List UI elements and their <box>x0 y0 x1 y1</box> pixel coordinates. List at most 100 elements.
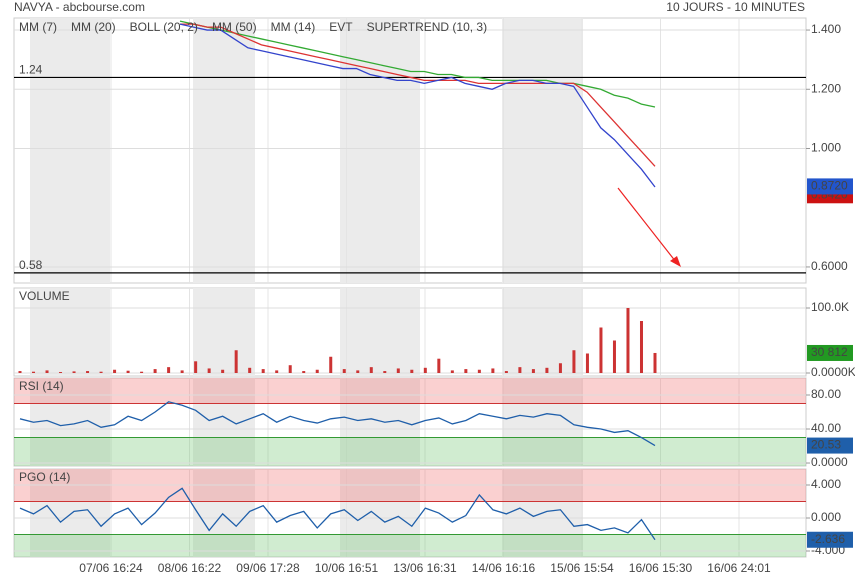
volume-bar <box>477 369 481 374</box>
header-left: NAVYA - abcbourse.com <box>14 0 145 14</box>
y-tick-label: 100.0K <box>811 300 849 314</box>
volume-bar <box>423 367 427 374</box>
volume-bar <box>531 369 535 374</box>
x-tick-label: 09/06 17:28 <box>236 561 300 575</box>
volume-bar <box>288 365 292 374</box>
x-tick-label: 07/06 16:24 <box>79 561 143 575</box>
x-tick-label: 10/06 16:51 <box>315 561 379 575</box>
volume-bar <box>504 371 508 374</box>
last-value-badge <box>807 531 853 548</box>
volume-bar <box>585 353 589 374</box>
y-tick-label: 1.400 <box>811 22 841 36</box>
value-badge <box>807 178 853 195</box>
value-badge <box>807 344 853 361</box>
volume-bar <box>275 370 279 374</box>
level-label: 0.58 <box>19 258 43 272</box>
value-badge-label: 0.8720 <box>811 179 848 193</box>
day-band <box>30 288 110 376</box>
x-tick-label: 16/06 24:01 <box>707 561 771 575</box>
legend-entry: MM (50) <box>212 20 257 34</box>
y-tick-label: 4.000 <box>811 477 841 491</box>
last-value-label: -2.636 <box>811 532 845 546</box>
volume-bar <box>180 370 184 374</box>
volume-bar <box>86 371 90 374</box>
volume-bar <box>45 370 49 374</box>
y-tick-label: 0.000 <box>811 510 841 524</box>
series-line <box>180 23 656 167</box>
volume-bar <box>113 369 117 374</box>
value-badge-label: 30 812 <box>811 345 848 359</box>
legend-entry: SUPERTREND (10, 3) <box>367 20 487 34</box>
day-band <box>340 18 420 283</box>
y-tick-label: 0.6000 <box>811 259 848 273</box>
volume-bar <box>396 368 400 374</box>
trend-arrow <box>617 187 677 263</box>
volume-bar <box>491 368 495 374</box>
y-tick-label: 1.200 <box>811 81 841 95</box>
volume-bar <box>545 367 549 374</box>
volume-bar <box>356 370 360 374</box>
volume-bar <box>153 369 157 374</box>
legend-entry: MM (7) <box>19 20 57 34</box>
y-tick-label: 0.0000 <box>811 455 848 469</box>
day-band <box>193 18 255 283</box>
volume-bar <box>599 327 603 374</box>
panel-title: PGO (14) <box>19 470 70 484</box>
day-band <box>502 18 583 283</box>
oversold-zone <box>14 437 806 466</box>
legend-entry: BOLL (20, 2) <box>130 20 198 34</box>
volume-bar <box>369 367 373 374</box>
y-tick-label: 40.00 <box>811 421 841 435</box>
volume-bar <box>653 352 657 374</box>
day-band <box>193 378 255 466</box>
x-tick-label: 08/06 16:22 <box>158 561 222 575</box>
volume-bar <box>302 371 306 374</box>
day-band <box>340 378 420 466</box>
panel-title: RSI (14) <box>19 379 64 393</box>
day-band <box>30 469 110 557</box>
volume-bar <box>261 369 265 374</box>
overbought-zone <box>14 378 806 404</box>
day-band <box>340 288 420 376</box>
volume-bar <box>383 371 387 374</box>
volume-bar <box>450 370 454 374</box>
day-band <box>30 378 110 466</box>
series-line <box>19 401 656 447</box>
series-line <box>19 487 656 541</box>
volume-bar <box>572 350 576 374</box>
volume-bar <box>140 371 144 374</box>
y-tick-label: 0.0000K <box>811 365 855 379</box>
volume-bar <box>626 307 630 374</box>
day-band <box>502 288 583 376</box>
x-tick-label: 15/06 15:54 <box>550 561 614 575</box>
volume-bar <box>464 369 468 374</box>
volume-bar <box>437 358 441 374</box>
x-tick-label: 14/06 16:16 <box>472 561 536 575</box>
day-band <box>193 469 255 557</box>
day-band <box>30 18 110 283</box>
volume-bar <box>248 367 252 374</box>
volume-bar <box>410 369 414 374</box>
volume-bar <box>207 368 211 374</box>
header-right: 10 JOURS - 10 MINUTES <box>666 0 805 14</box>
trend-arrowhead <box>670 256 681 267</box>
volume-bar <box>194 361 198 374</box>
volume-bar <box>639 321 643 374</box>
volume-bar <box>167 367 171 374</box>
oversold-zone <box>14 534 806 557</box>
last-value-badge <box>807 437 853 454</box>
panel-title: VOLUME <box>19 289 70 303</box>
volume-bar <box>518 367 522 374</box>
volume-bar <box>59 372 63 374</box>
volume-bar <box>329 356 333 374</box>
day-band <box>340 469 420 557</box>
y-tick-label: 80.00 <box>811 387 841 401</box>
volume-bar <box>612 340 616 374</box>
legend-entry: EVT <box>329 20 353 34</box>
volume-bar <box>72 371 76 374</box>
volume-bar <box>99 371 103 374</box>
volume-bar <box>32 371 36 374</box>
volume-bar <box>18 371 22 374</box>
volume-bar <box>342 369 346 374</box>
